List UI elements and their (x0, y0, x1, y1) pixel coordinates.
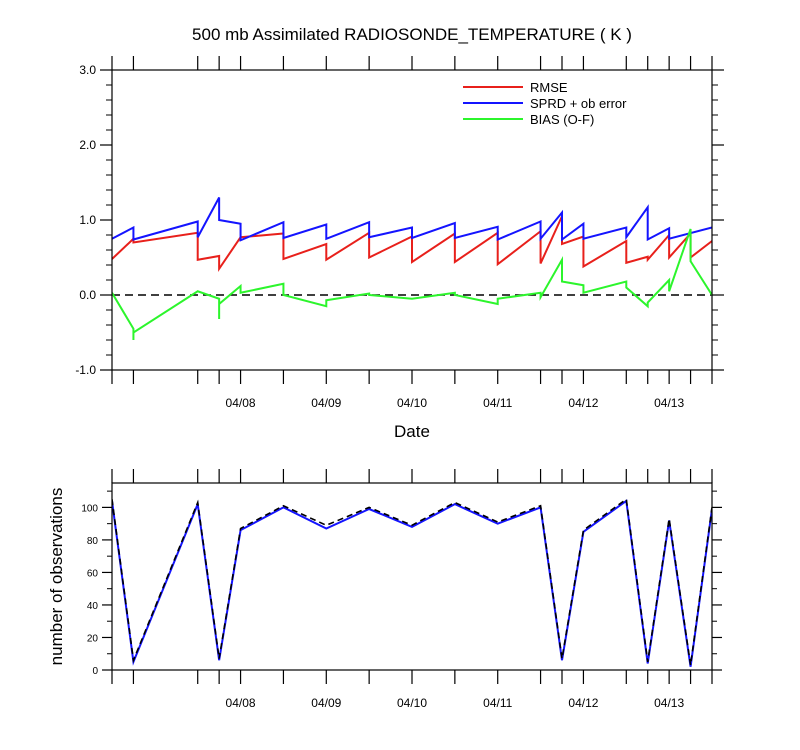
y-tick-label: 2.0 (79, 138, 96, 152)
y-tick-label: -1.0 (75, 363, 96, 377)
series-line-sprd-ob-error (112, 197, 712, 242)
x-axis-title: Date (394, 422, 430, 441)
x-tick-label: 04/08 (226, 396, 256, 410)
series-group (112, 197, 712, 340)
y-tick-label: 40 (87, 601, 99, 612)
plot-frame (111, 69, 713, 371)
y-tick-label: 100 (81, 503, 98, 514)
plot-frame (111, 482, 713, 671)
y-tick-label: 1.0 (79, 213, 96, 227)
series-line-2 (112, 497, 712, 666)
x-tick-label: 04/11 (483, 696, 512, 710)
x-tick-label: 04/09 (311, 396, 341, 410)
x-tick-label: 04/11 (483, 396, 512, 410)
x-tick-label: 04/12 (568, 696, 598, 710)
y-tick-label: 0 (92, 666, 98, 677)
x-tick-label: 04/12 (568, 396, 598, 410)
chart-panel-2: 0 20 40 60 80 100 04/08 04/09 04/10 04/11 04/12 04/… (47, 469, 722, 710)
x-tick-label: 04/10 (397, 696, 427, 710)
series-line-1 (112, 499, 712, 667)
legend-label-2: SPRD + ob error (530, 96, 627, 111)
series-group (112, 497, 712, 667)
x-tick-label: 04/10 (397, 396, 427, 410)
x-tick-label: 04/09 (311, 696, 341, 710)
y-tick-label: 80 (87, 536, 99, 547)
y-tick-label: 20 (87, 633, 99, 644)
series-line-rmse (112, 215, 712, 272)
y-axis-title: number of observations (47, 488, 66, 666)
chart-title: 500 mb Assimilated RADIOSONDE_TEMPERATUR… (192, 25, 632, 44)
legend-label-3: BIAS (O-F) (530, 112, 594, 127)
x-tick-label: 04/08 (226, 696, 256, 710)
y-tick-label: 3.0 (79, 63, 96, 77)
chart-panel-1: 500 mb Assimilated RADIOSONDE_TEMPERATUR… (75, 25, 724, 441)
y-tick-label: 0.0 (79, 288, 96, 302)
series-line-bias-o-f- (112, 228, 712, 340)
x-tick-label: 04/13 (654, 696, 684, 710)
legend-label-1: RMSE (530, 80, 568, 95)
y-tick-label: 60 (87, 568, 99, 579)
x-tick-label: 04/13 (654, 396, 684, 410)
